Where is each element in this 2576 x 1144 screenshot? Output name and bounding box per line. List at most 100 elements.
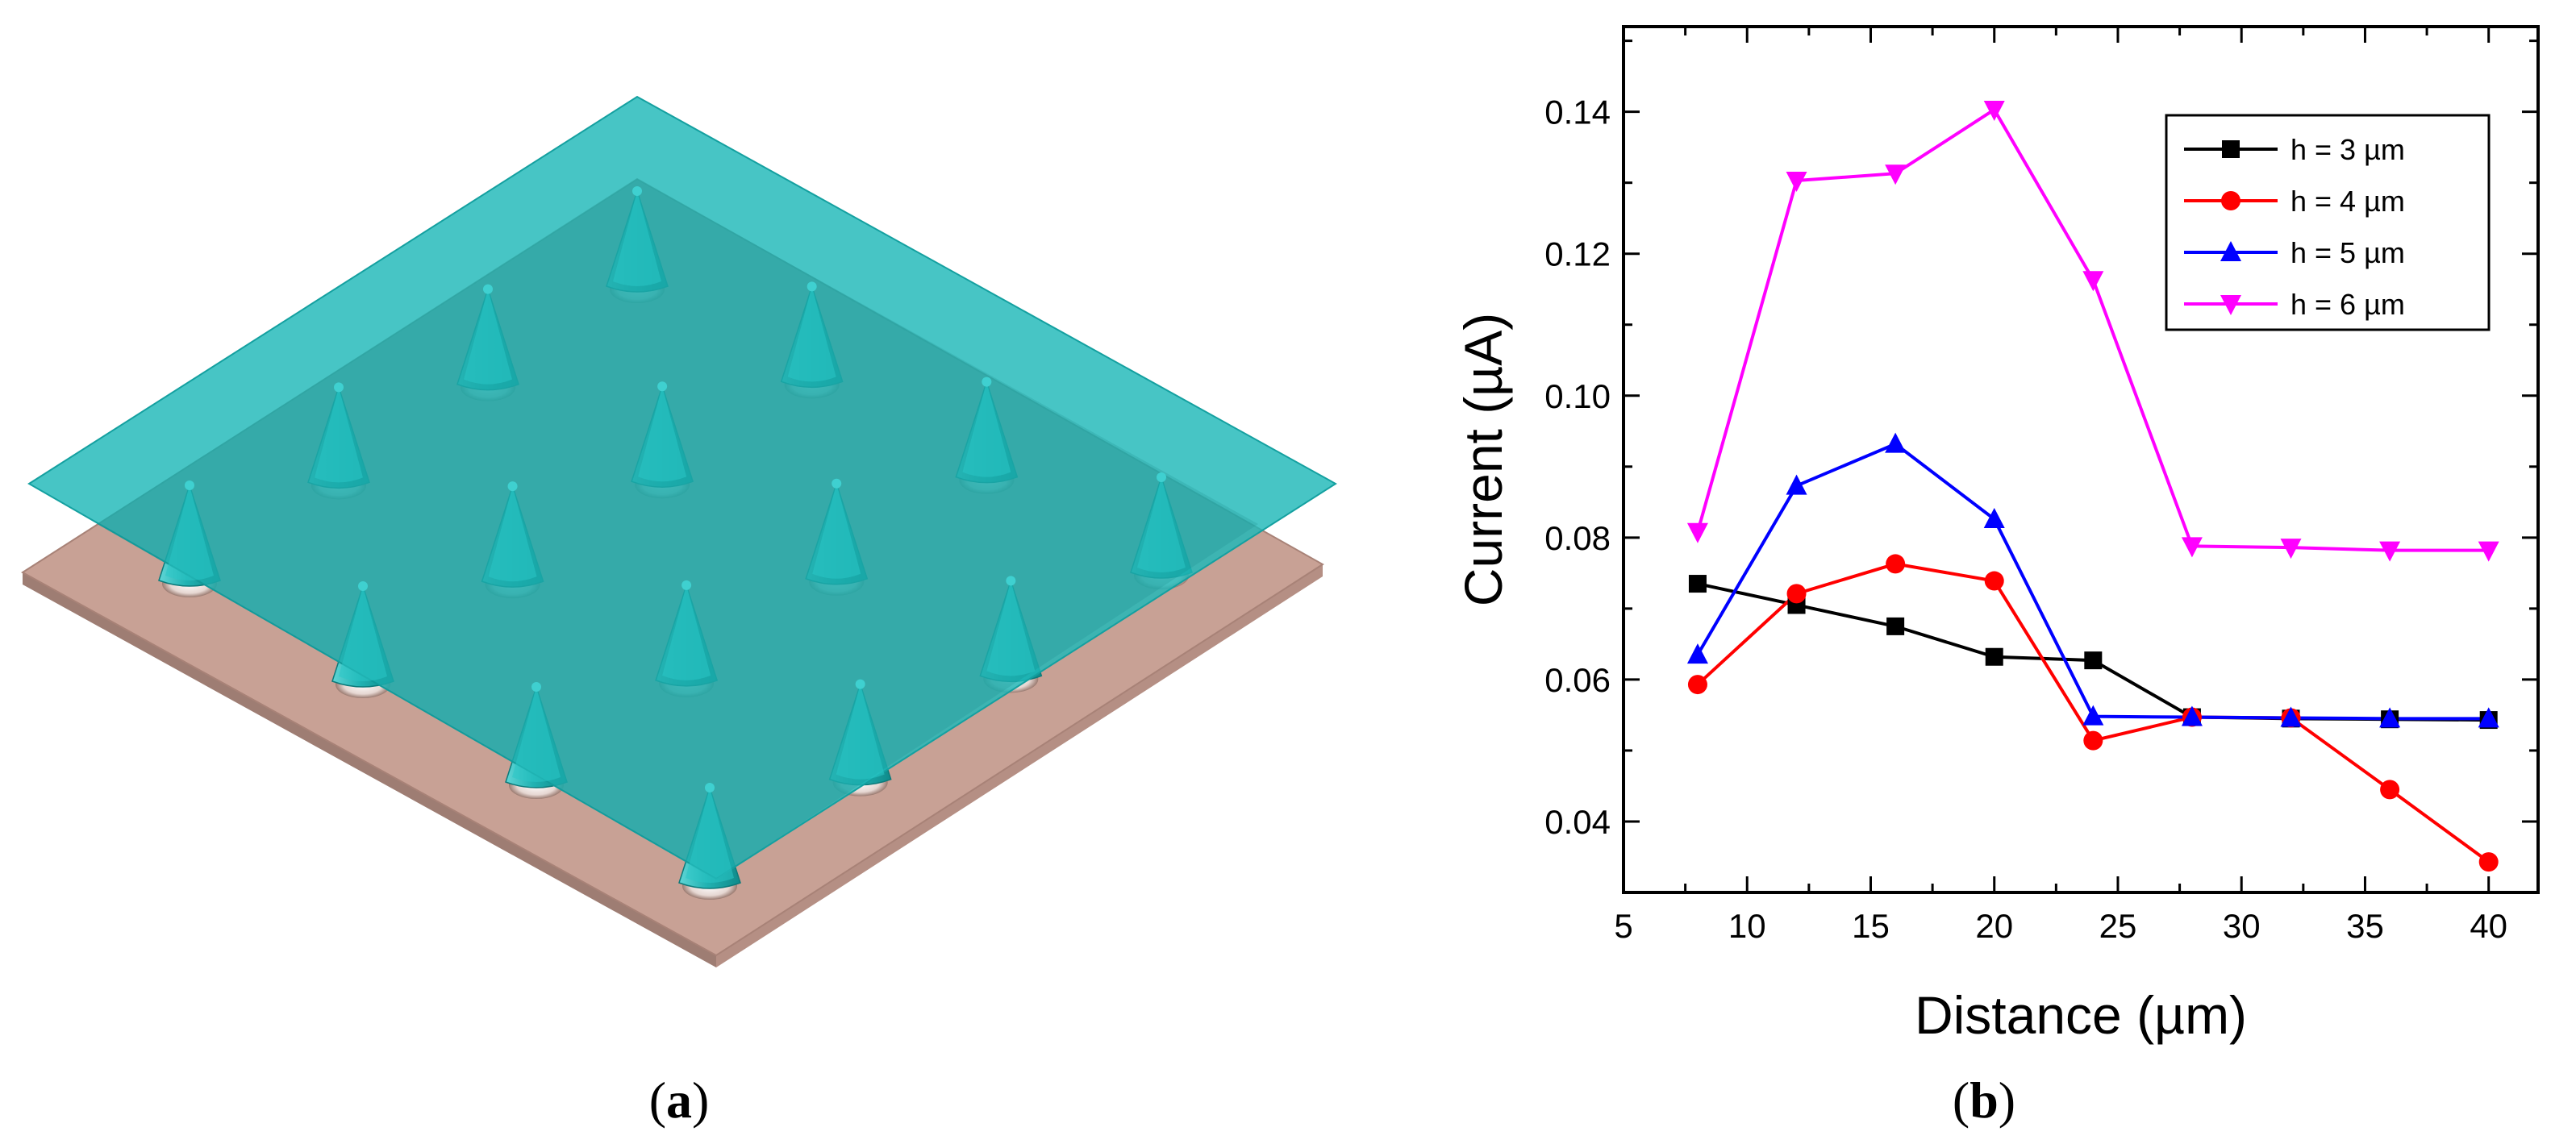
legend-box [2165,114,2491,331]
cone-tip [531,682,541,692]
data-point-series-4 [2379,541,2401,562]
data-point-series-3 [2082,705,2104,726]
panel-a-illustration [21,95,1337,967]
legend: h = 3 µm h = 4 µm h = 5 µm h = 6 µm [2165,114,2491,331]
legend-label: h = 5 µm [2290,236,2405,269]
x-tick-label: 35 [2346,907,2384,945]
cone-tip [1157,472,1166,482]
cone-highlight [339,586,387,681]
legend-items: h = 3 µm h = 4 µm h = 5 µm h = 6 µm [2184,133,2405,321]
cone-tip [1006,576,1016,586]
tick-labels-group: 5 10 15 20 25 30 35 40 0.04 0.06 0.08 0.10 0.12 0.14 [1544,94,2507,945]
cone-tip [682,580,692,590]
data-point-series-2 [2380,780,2400,800]
data-point-series-2 [1984,571,2004,591]
legend-label: h = 3 µm [2290,133,2405,166]
legend-label: h = 4 µm [2290,185,2405,218]
y-tick-label: 0.08 [1544,519,1611,557]
ticks-group [1622,27,2538,894]
data-point-series-3 [1885,432,1907,453]
data-point-series-2 [1786,584,1807,604]
cone-highlight [165,485,214,580]
cone-highlight [962,381,1011,477]
data-point-series-4 [2280,539,2302,560]
x-tick-label: 30 [2223,907,2261,945]
substrate-side-right [716,564,1323,967]
cone-tips-group [165,186,1186,883]
series-markers-group [1686,100,2499,872]
cone-highlight [1137,477,1186,572]
cone-tip [632,186,642,196]
cone-highlight [315,387,363,483]
cone-highlight [613,191,661,286]
cone-tip [832,478,842,489]
data-point-series-1 [1886,617,1905,635]
y-tick-label: 0.14 [1544,94,1611,131]
cone-tip [982,376,992,387]
cone-tip [705,783,715,792]
data-point-series-2 [1687,675,1707,695]
data-point-series-3 [2280,706,2302,727]
data-point-series-4 [1885,164,1907,185]
data-point-series-1 [1985,647,2003,666]
x-tick-label: 15 [1852,907,1890,945]
data-point-series-4 [1786,172,1807,193]
x-tick-label: 5 [1614,907,1632,945]
top-plate-overlap [97,179,1258,879]
legend-marker [2221,191,2240,210]
data-point-series-3 [2379,707,2401,728]
cone-highlight [662,584,711,680]
data-point-series-1 [2084,651,2103,670]
x-tick-label: 20 [1975,907,2013,945]
legend-marker [2222,140,2240,158]
data-point-series-1 [1688,575,1707,593]
cone-tip [358,581,368,591]
chart-b: 5 10 15 20 25 30 35 400.040.060.080.100.120.14 … [1453,25,2540,1045]
cone-highlight [512,687,561,782]
y-tick-label: 0.10 [1544,377,1611,415]
data-point-series-2 [2478,852,2499,872]
data-point-series-3 [2478,707,2499,728]
data-point-series-4 [2082,271,2104,292]
cone-highlight [488,486,537,582]
data-point-series-4 [2478,541,2499,562]
cone-highlight [686,788,734,883]
y-tick-label: 0.06 [1544,661,1611,699]
legend-marker [2220,241,2241,261]
data-point-series-2 [1886,554,1906,574]
cone-highlight [638,386,687,482]
panel-label-a: (a) [649,1071,710,1129]
data-point-series-3 [1983,507,2005,528]
series-line-3 [1696,442,2489,721]
x-tick-label: 10 [1728,907,1766,945]
cone-tip [657,381,668,392]
legend-marker [2220,295,2241,315]
data-point-series-4 [2181,537,2203,558]
cone-tip [334,382,344,393]
cone-tip [855,679,865,689]
data-point-series-3 [1686,643,1708,664]
cone-tip [185,480,194,490]
cone-tip [807,281,817,292]
x-tick-label: 25 [2099,907,2137,945]
plot-frame [1622,25,2540,894]
x-tick-label: 40 [2470,907,2507,945]
cone-highlight [464,289,512,385]
data-point-series-2 [2083,730,2103,751]
data-point-series-3 [1786,474,1807,495]
data-point-series-4 [1983,100,2005,121]
top-plate [27,95,1337,880]
cone-highlight [787,286,836,382]
y-tick-label: 0.04 [1544,803,1611,841]
y-tick-label: 0.12 [1544,235,1611,273]
x-axis-title: Distance (µm) [1915,985,2247,1045]
cone-tip [507,481,518,492]
data-point-series-3 [2181,705,2203,726]
substrate-side-front [23,572,716,967]
cone-highlight [986,580,1036,676]
y-axis-title: Current (µA) [1453,313,1513,606]
panel-label-b: (b) [1953,1071,2015,1129]
cone-highlight [836,684,885,780]
data-point-series-4 [1686,522,1708,543]
